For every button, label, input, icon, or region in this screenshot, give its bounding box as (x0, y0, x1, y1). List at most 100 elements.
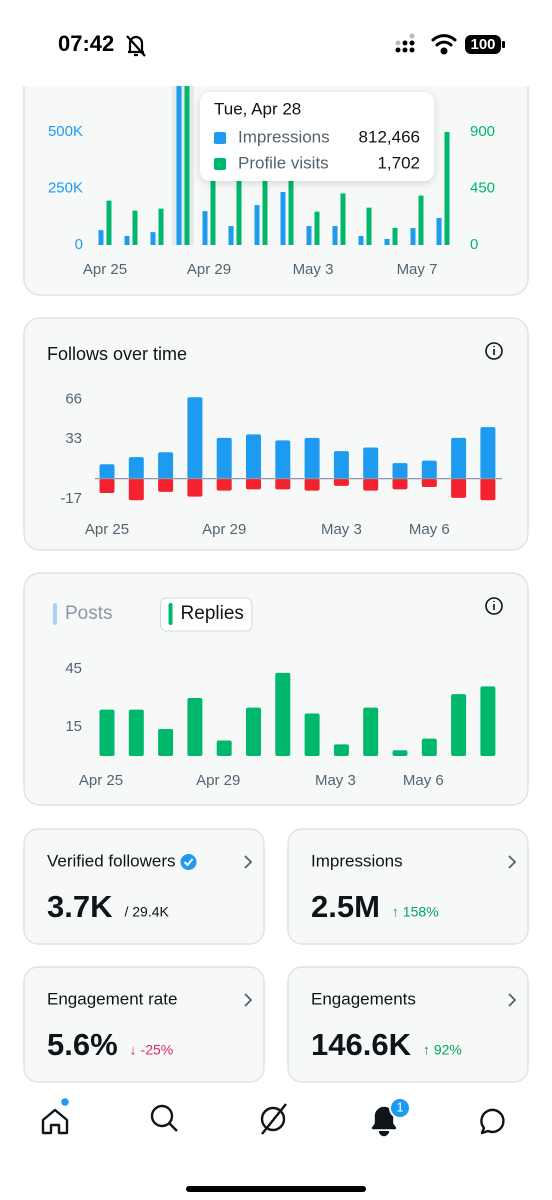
x-tick-label: Apr 25 (85, 521, 129, 538)
x-tick-label: May 6 (409, 521, 450, 538)
bar (340, 193, 346, 245)
bar (444, 131, 450, 245)
stat-card[interactable] (287, 966, 529, 1083)
plot (98, 86, 450, 246)
bar (99, 478, 115, 494)
x-tick-label: Apr 29 (202, 521, 246, 538)
notifications-tab[interactable] (371, 1106, 397, 1137)
bar (216, 740, 232, 756)
bar (210, 164, 216, 245)
y-tick-label: 450 (470, 180, 495, 197)
stat-card[interactable] (287, 828, 529, 945)
bar (304, 437, 320, 479)
bar (187, 478, 203, 497)
bar (358, 235, 364, 245)
card-value: 2.5M (311, 889, 380, 924)
tooltip-value: 812,466 (359, 127, 420, 146)
home-indicator (186, 1186, 366, 1192)
bar (187, 397, 203, 479)
y-tick-label: 250K (48, 180, 83, 197)
bar (304, 478, 320, 491)
x-tick-label: May 3 (321, 521, 362, 538)
card-title: Verified followers (47, 851, 176, 870)
bar (421, 478, 437, 488)
bar (158, 452, 174, 479)
y-tick-label: 33 (65, 430, 82, 447)
info-icon (485, 597, 503, 615)
x-tick-label: Apr 25 (83, 261, 127, 278)
bar (451, 437, 467, 479)
bar (98, 230, 104, 245)
stat-card[interactable] (23, 828, 265, 945)
bar (99, 709, 115, 756)
home-tab[interactable] (41, 1108, 69, 1135)
bar (124, 235, 130, 245)
bar (280, 191, 286, 245)
chevron (508, 993, 517, 1007)
legend-toggle[interactable] (160, 597, 253, 632)
chevron (508, 855, 517, 869)
card-value: 3.7K (47, 889, 113, 924)
bar (254, 205, 260, 245)
messages-tab[interactable] (480, 1108, 505, 1135)
badge (389, 1097, 411, 1119)
x-tick-label: Apr 25 (79, 772, 123, 789)
battery (465, 35, 501, 54)
legend-label: Posts (65, 603, 113, 624)
y-tick-label: 900 (470, 123, 495, 140)
bar (384, 238, 390, 245)
bar (128, 478, 144, 501)
bar (275, 440, 291, 479)
bar (421, 460, 437, 479)
x-tick-label: Apr 29 (196, 772, 240, 789)
follows-card (23, 317, 529, 551)
bar (480, 686, 496, 756)
bar (246, 707, 261, 756)
card-value: 146.6K (311, 1027, 412, 1062)
bar (451, 478, 467, 498)
bar (392, 227, 398, 245)
signal-icon (395, 33, 415, 53)
y-tick-label: 45 (65, 660, 82, 677)
bar (158, 208, 164, 245)
y-tick-label: 0 (470, 236, 478, 253)
bar (236, 171, 242, 245)
chevron (244, 993, 253, 1007)
status-bar (0, 0, 552, 86)
card-title: Impressions (311, 851, 403, 870)
bar (333, 451, 349, 479)
bar (418, 195, 424, 245)
y-tick-label: 15 (65, 718, 82, 735)
bar (275, 672, 291, 756)
bar (106, 200, 112, 245)
grok-tab[interactable] (260, 1103, 287, 1135)
chart-title: Follows over time (47, 344, 187, 364)
tooltip-box (200, 92, 434, 181)
bar (363, 707, 379, 756)
y-tick-label: 0 (75, 236, 83, 253)
search-tab[interactable] (150, 1104, 178, 1132)
x-tick-label: May 6 (403, 772, 444, 789)
badge-count: 1 (396, 1099, 403, 1114)
bar (228, 226, 234, 245)
bar (366, 207, 372, 245)
card-detail: / 29.4K (124, 904, 169, 920)
bar (392, 750, 408, 756)
stat-cards: Verified followers 3.7K / 29.4K Impressions… (23, 828, 529, 1083)
chevron (244, 855, 253, 869)
tooltip-title: Tue, Apr 28 (214, 99, 301, 118)
x-tick-label: May 3 (315, 772, 356, 789)
battery-level: 100 (470, 36, 495, 53)
card-title: Engagement rate (47, 989, 177, 1008)
bar (288, 169, 294, 245)
tooltip: Tue, Apr 28 Impressions 812,466 Profile vis… (200, 92, 434, 181)
bar (306, 226, 312, 245)
stat-card[interactable] (23, 966, 265, 1083)
bar (132, 210, 138, 245)
bar (436, 217, 442, 245)
bar (184, 86, 190, 246)
card-title: Engagements (311, 989, 416, 1008)
verified-badge (180, 854, 197, 870)
